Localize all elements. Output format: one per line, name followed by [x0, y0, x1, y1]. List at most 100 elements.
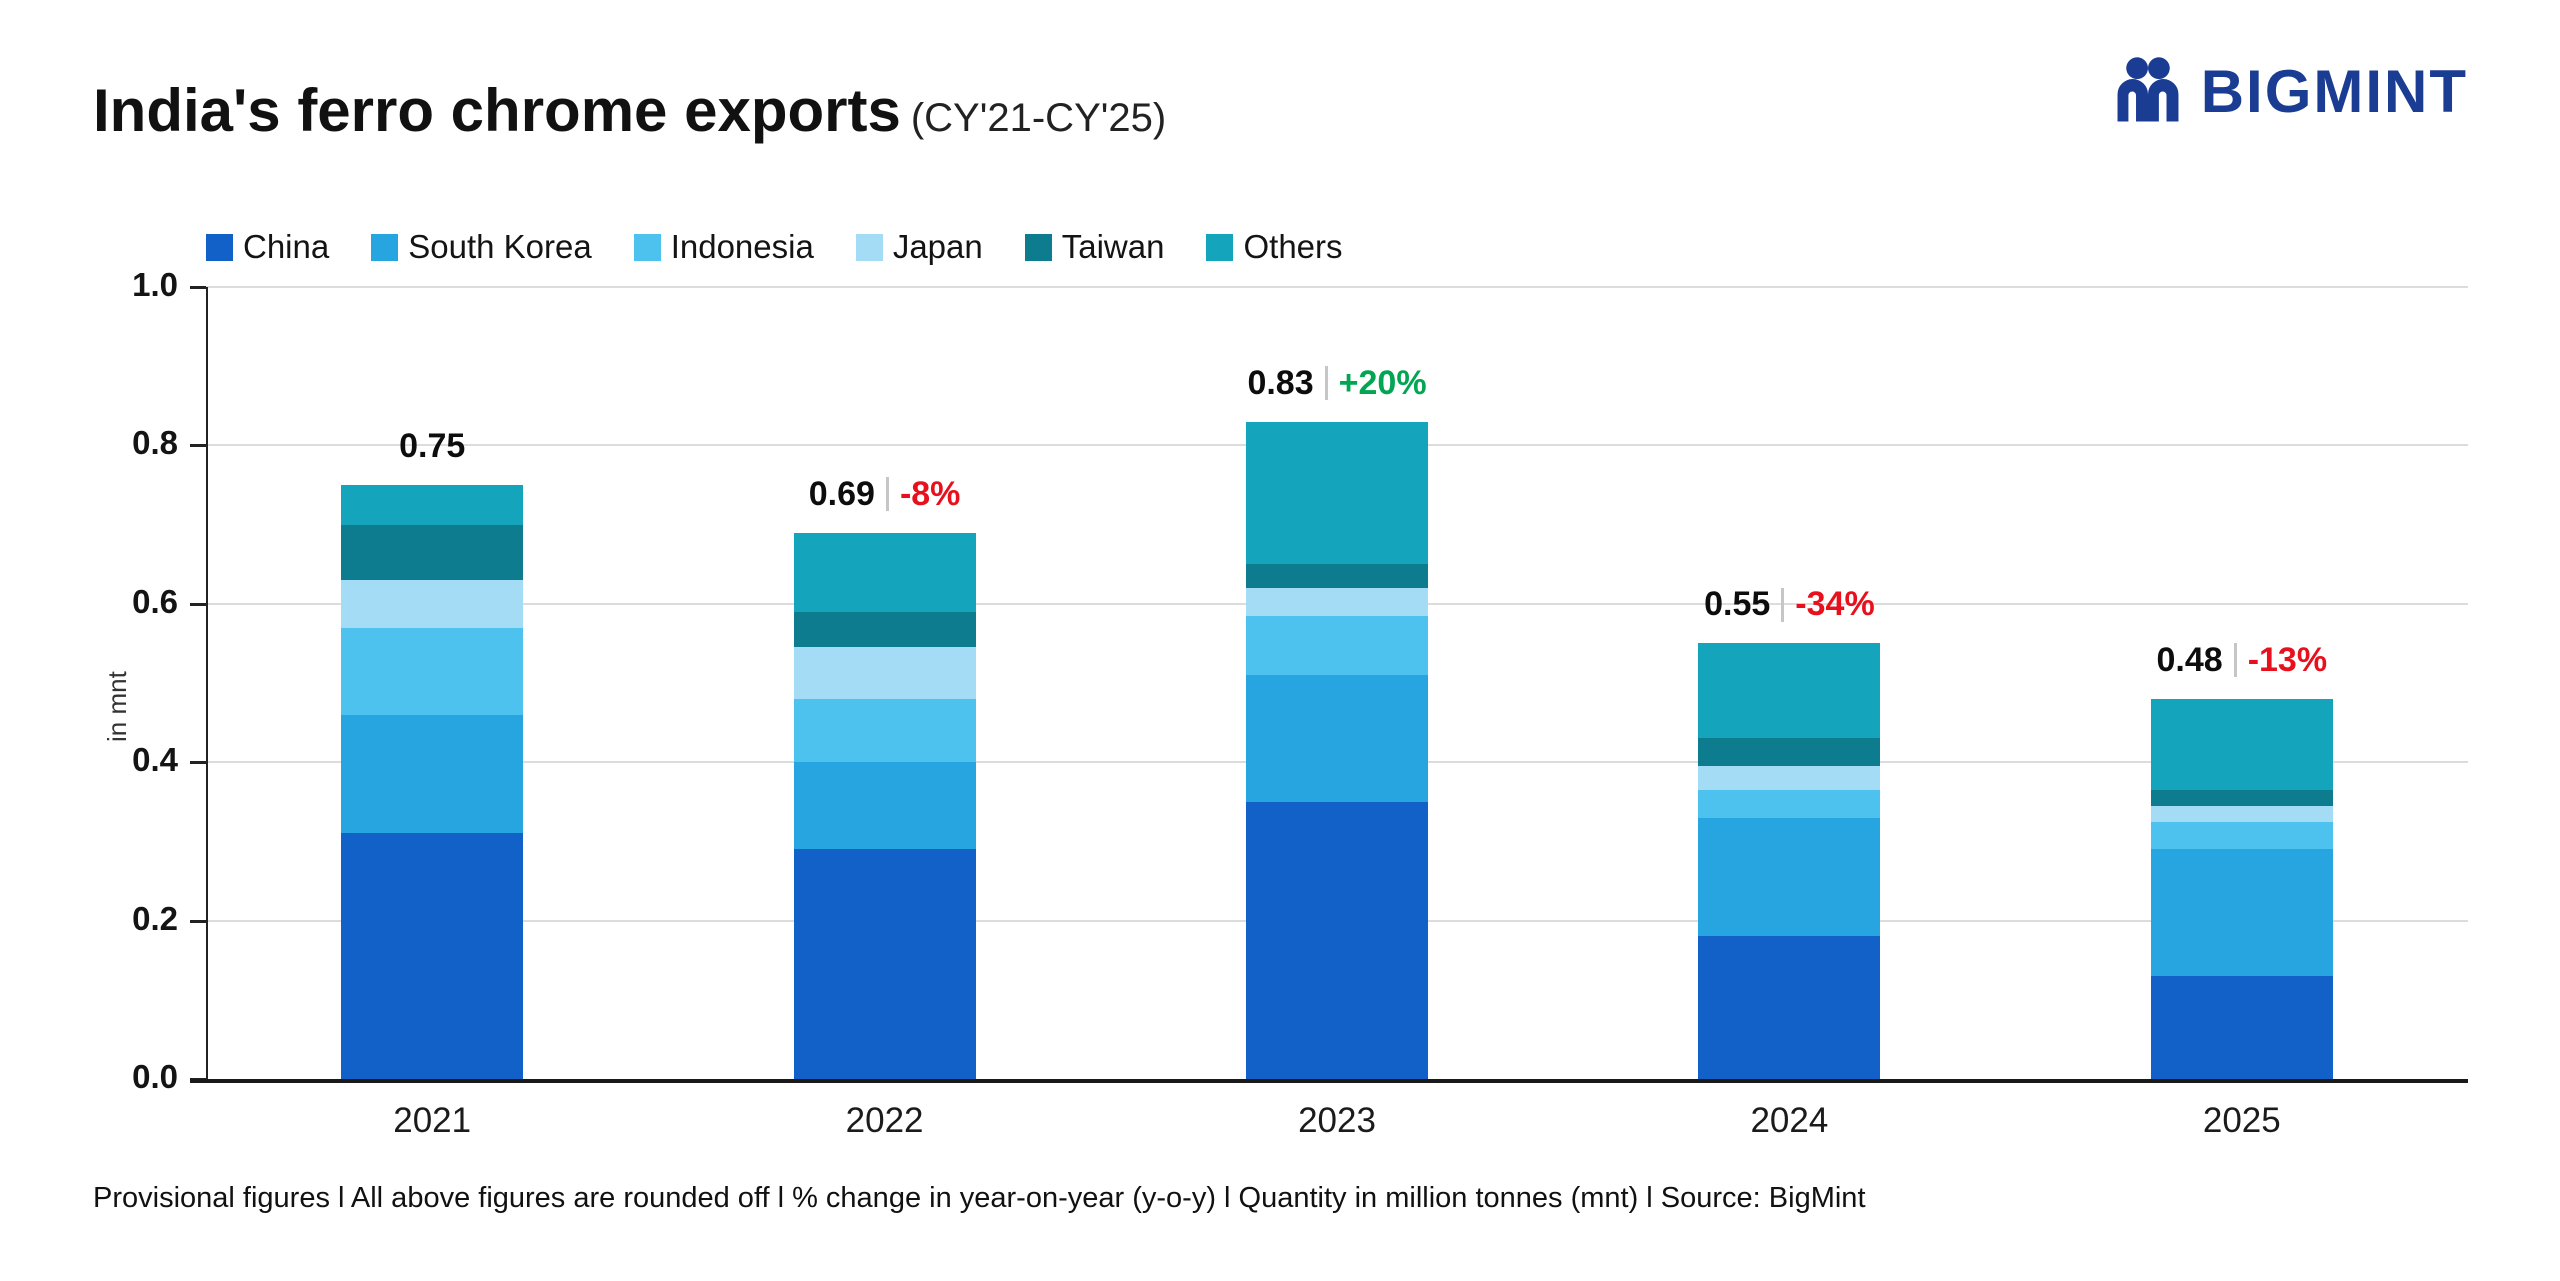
y-axis-tick: [190, 919, 206, 923]
y-axis-tick: [190, 444, 206, 448]
legend-label: South Korea: [408, 228, 592, 265]
label-divider: [885, 477, 889, 512]
bar-segment-taiwan: [341, 524, 524, 581]
y-axis-label: 1.0: [132, 266, 178, 303]
legend-swatch: [1206, 233, 1234, 261]
footnote: Provisional figures l All above figures …: [93, 1182, 1866, 1214]
label-divider: [1781, 587, 1785, 622]
bar-total: 0.69: [808, 474, 875, 513]
legend-item-china: China: [206, 228, 329, 266]
bar-2022: [793, 532, 976, 1079]
bar-segment-south-korea: [1698, 817, 1881, 937]
bar-change: -34%: [1795, 585, 1875, 624]
bar-value-label: 0.69 -8%: [665, 475, 1105, 514]
x-axis-label: 2022: [845, 1101, 924, 1140]
x-axis-label: 2025: [2202, 1101, 2281, 1140]
legend-swatch: [1024, 233, 1052, 261]
bar-segment-indonesia: [341, 627, 524, 715]
bar-segment-china: [341, 833, 524, 1079]
legend-label: Japan: [892, 228, 983, 265]
legend-item-south-korea: South Korea: [371, 228, 592, 266]
bar-2021: [341, 485, 524, 1079]
legend-label: Taiwan: [1061, 228, 1165, 265]
bar-segment-china: [2150, 976, 2333, 1079]
bar-total: 0.55: [1704, 585, 1771, 624]
legend-item-others: Others: [1206, 228, 1343, 266]
bar-segment-indonesia: [1246, 615, 1428, 676]
bar-segment-south-korea: [1246, 675, 1428, 802]
bar-segment-japan: [793, 647, 976, 699]
legend-swatch: [206, 233, 233, 261]
legend-label: Others: [1243, 228, 1343, 265]
bar-2024: [1698, 643, 1881, 1079]
y-axis-label: 0.4: [132, 741, 178, 779]
bar-value-label: 0.55 -34%: [1569, 585, 2009, 624]
legend-label: China: [243, 228, 330, 265]
bar-value-label: 0.75: [212, 427, 652, 466]
bar-segment-taiwan: [1246, 564, 1428, 588]
x-axis-label: 2023: [1298, 1101, 1376, 1140]
bar-segment-japan: [2150, 805, 2333, 822]
label-divider: [1324, 366, 1328, 401]
bar-segment-others: [2150, 698, 2333, 790]
legend-swatch: [633, 233, 661, 261]
title-text: India's ferro chrome exports: [93, 77, 901, 144]
bar-segment-indonesia: [2150, 821, 2333, 850]
bar-segment-others: [793, 532, 976, 612]
bar-segment-others: [341, 485, 524, 525]
bar-change: -8%: [899, 474, 961, 513]
bar-total: 0.75: [399, 427, 466, 465]
bar-total: 0.83: [1247, 363, 1314, 402]
label-divider: [2233, 643, 2237, 678]
bar-segment-japan: [1698, 766, 1881, 790]
bar-change: +20%: [1338, 363, 1427, 402]
bar-segment-china: [793, 849, 976, 1079]
bar-value-label: 0.83 +20%: [1117, 364, 1557, 403]
y-axis-label: 0.8: [132, 424, 178, 462]
legend: China South Korea Indonesia Japan Taiwan Othe…: [206, 228, 1343, 266]
title-range: (CY'21-CY'25): [910, 96, 1167, 140]
y-axis-tick: [190, 286, 206, 289]
y-unit-label: in mnt: [102, 671, 132, 742]
bar-segment-taiwan: [1698, 738, 1881, 767]
bar-2023: [1246, 421, 1428, 1079]
bar-segment-south-korea: [2150, 849, 2333, 977]
bar-segment-south-korea: [341, 714, 524, 834]
bigmint-logo: BIGMINT: [2111, 54, 2468, 128]
bar-segment-indonesia: [793, 698, 976, 763]
bar-value-label: 0.48 -13%: [2022, 641, 2462, 680]
bar-2025: [2150, 698, 2333, 1079]
bar-total: 0.48: [2156, 640, 2223, 679]
bar-segment-japan: [341, 580, 524, 628]
y-axis-label: 0.6: [132, 582, 178, 620]
y-axis-tick: [190, 761, 206, 765]
bar-segment-china: [1246, 801, 1428, 1079]
y-axis-label: 0.2: [132, 899, 178, 937]
x-axis-line: [190, 1079, 2468, 1083]
bar-segment-taiwan: [2150, 789, 2333, 806]
legend-swatch: [371, 233, 399, 261]
legend-item-indonesia: Indonesia: [633, 228, 814, 266]
gridline: [206, 286, 2468, 288]
x-axis-label: 2024: [1750, 1101, 1829, 1140]
x-axis-label: 2021: [393, 1101, 472, 1140]
y-axis-line: [206, 287, 208, 1079]
legend-label: Indonesia: [670, 228, 814, 265]
y-axis-tick: [190, 602, 206, 606]
bar-segment-japan: [1246, 587, 1428, 616]
bar-segment-south-korea: [793, 762, 976, 850]
bar-segment-others: [1246, 421, 1428, 565]
bigmint-logo-icon: [2117, 57, 2179, 122]
legend-item-japan: Japan: [855, 228, 983, 266]
bar-segment-china: [1698, 936, 1881, 1079]
page-title: India's ferro chrome exports (CY'21-CY'25…: [93, 76, 1166, 145]
legend-swatch: [855, 233, 883, 261]
legend-item-taiwan: Taiwan: [1024, 228, 1165, 266]
bigmint-logo-text: BIGMINT: [2200, 57, 2468, 125]
bar-change: -13%: [2247, 640, 2328, 679]
y-axis-label: 0.0: [132, 1058, 178, 1095]
bar-segment-indonesia: [1698, 789, 1881, 818]
bar-segment-taiwan: [793, 611, 976, 648]
bar-segment-others: [1698, 643, 1881, 739]
